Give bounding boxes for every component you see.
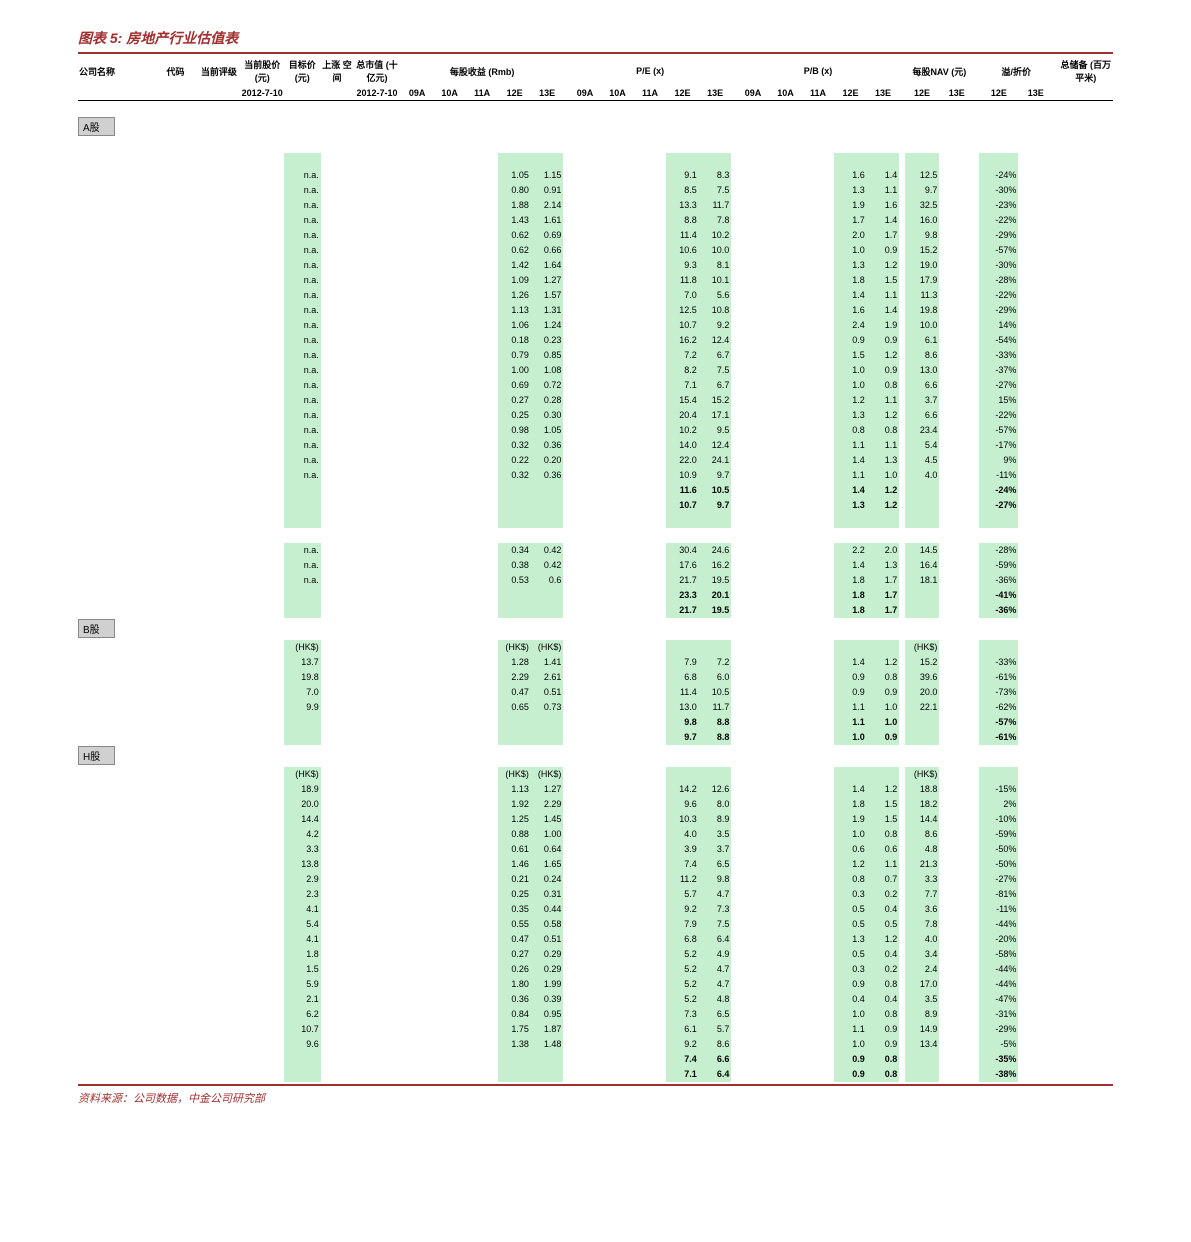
table-row: n.a.0.180.2316.212.40.90.96.1-54% <box>78 333 1113 348</box>
table-row: n.a.1.882.1413.311.71.91.632.5-23% <box>78 198 1113 213</box>
table-row: n.a.1.001.088.27.51.00.913.0-37% <box>78 363 1113 378</box>
hdr-landbank: 总储备 (百万平米) <box>1059 56 1113 86</box>
table-row: n.a.0.270.2815.415.21.21.13.715% <box>78 393 1113 408</box>
table-row: 18.91.131.2714.212.61.41.218.8-15% <box>78 782 1113 797</box>
hdr-rating: 当前评级 <box>197 56 240 86</box>
hks-header-row: (HK$)(HK$)(HK$)(HK$) <box>78 640 1113 655</box>
table-row: n.a.0.620.6610.610.01.00.915.2-57% <box>78 243 1113 258</box>
table-row: n.a.1.431.618.87.81.71.416.0-22% <box>78 213 1113 228</box>
table-row: 4.10.470.516.86.41.31.24.0-20% <box>78 932 1113 947</box>
table-row: n.a.0.690.727.16.71.00.86.6-27% <box>78 378 1113 393</box>
section-label: A股 <box>78 117 115 136</box>
table-row: n.a.1.261.577.05.61.41.111.3-22% <box>78 288 1113 303</box>
table-row: 9.61.381.489.28.61.00.913.4-5% <box>78 1037 1113 1052</box>
table-row: 6.20.840.957.36.51.00.88.9-31% <box>78 1007 1113 1022</box>
table-row: 1.80.270.295.24.90.50.43.4-58% <box>78 947 1113 962</box>
table-avg-row: 9.78.81.00.9-61% <box>78 730 1113 745</box>
table-row: n.a.0.800.918.57.51.31.19.7-30% <box>78 183 1113 198</box>
table-avg-row: 23.320.11.81.7-41% <box>78 588 1113 603</box>
table-avg-row: 10.79.71.31.2-27% <box>78 498 1113 513</box>
hdr-mcap-date: 2012-7-10 <box>353 86 401 101</box>
valuation-table: 公司名称 代码 当前评级 当前股价 (元) 目标价 (元) 上涨 空间 总市值 … <box>78 56 1113 1082</box>
table-row: n.a.0.320.3610.99.71.11.04.0-11% <box>78 468 1113 483</box>
table-row: 4.20.881.004.03.51.00.88.6-59% <box>78 827 1113 842</box>
hdr-mcap: 总市值 (十亿元) <box>353 56 401 86</box>
table-avg-row: 7.16.40.90.8-38% <box>78 1067 1113 1082</box>
table-row: n.a.0.250.3020.417.11.31.26.6-22% <box>78 408 1113 423</box>
table-row: 5.40.550.587.97.50.50.57.8-44% <box>78 917 1113 932</box>
hdr-prem: 溢/折价 <box>979 56 1053 86</box>
source-footer: 资料来源：公司数据，中金公司研究部 <box>78 1090 1113 1106</box>
table-row: 20.01.922.299.68.01.81.518.22% <box>78 797 1113 812</box>
table-row: n.a.0.620.6911.410.22.01.79.8-29% <box>78 228 1113 243</box>
table-row: n.a.0.320.3614.012.41.11.15.4-17% <box>78 438 1113 453</box>
hdr-pe: P/E (x) <box>569 56 732 86</box>
hdr-target: 目标价 (元) <box>284 56 321 86</box>
table-row: 13.81.461.657.46.51.21.121.3-50% <box>78 857 1113 872</box>
top-rule <box>78 52 1113 54</box>
table-avg-row: 7.46.60.90.8-35% <box>78 1052 1113 1067</box>
table-header: 公司名称 代码 当前评级 当前股价 (元) 目标价 (元) 上涨 空间 总市值 … <box>78 56 1113 101</box>
hdr-pb: P/B (x) <box>737 56 900 86</box>
table-row: 2.30.250.315.74.70.30.27.7-81% <box>78 887 1113 902</box>
table-row: n.a.0.790.857.26.71.51.28.6-33% <box>78 348 1113 363</box>
hdr-eps: 每股收益 (Rmb) <box>401 56 564 86</box>
table-row: 3.30.610.643.93.70.60.64.8-50% <box>78 842 1113 857</box>
table-avg-row: 11.610.51.41.2-24% <box>78 483 1113 498</box>
table-row: 19.82.292.616.86.00.90.839.6-61% <box>78 670 1113 685</box>
table-row: n.a.0.981.0510.29.50.80.823.4-57% <box>78 423 1113 438</box>
table-body: A股 n.a.1.051.159.18.31.61.412.5-24%n.a.0… <box>78 101 1113 1082</box>
bottom-rule <box>78 1084 1113 1086</box>
table-row: n.a.0.220.2022.024.11.41.34.59% <box>78 453 1113 468</box>
section-label: H股 <box>78 746 115 765</box>
hdr-code: 代码 <box>154 56 197 86</box>
chart-title: 图表 5: 房地产行业估值表 <box>78 28 1113 48</box>
table-row: n.a.1.061.2410.79.22.41.910.014% <box>78 318 1113 333</box>
hdr-price-date: 2012-7-10 <box>241 86 284 101</box>
table-row: 2.10.360.395.24.80.40.43.5-47% <box>78 992 1113 1007</box>
hdr-nav: 每股NAV (元) <box>905 56 974 86</box>
table-row: 7.00.470.5111.410.50.90.920.0-73% <box>78 685 1113 700</box>
table-row: n.a.1.421.649.38.11.31.219.0-30% <box>78 258 1113 273</box>
hdr-price: 当前股价 (元) <box>241 56 284 86</box>
table-row: n.a.0.530.621.719.51.81.718.1-36% <box>78 573 1113 588</box>
hdr-upside: 上涨 空间 <box>321 56 354 86</box>
table-row: 2.90.210.2411.29.80.80.73.3-27% <box>78 872 1113 887</box>
table-row: 14.41.251.4510.38.91.91.514.4-10% <box>78 812 1113 827</box>
table-row: n.a.0.380.4217.616.21.41.316.4-59% <box>78 558 1113 573</box>
table-avg-row: 21.719.51.81.7-36% <box>78 603 1113 618</box>
table-row: 10.71.751.876.15.71.10.914.9-29% <box>78 1022 1113 1037</box>
table-row: n.a.1.131.3112.510.81.61.419.8-29% <box>78 303 1113 318</box>
hdr-company: 公司名称 <box>78 56 154 86</box>
table-row: n.a.1.091.2711.810.11.81.517.9-28% <box>78 273 1113 288</box>
table-row: n.a.0.340.4230.424.62.22.014.5-28% <box>78 543 1113 558</box>
table-avg-row: 9.88.81.11.0-57% <box>78 715 1113 730</box>
table-row: n.a.1.051.159.18.31.61.412.5-24% <box>78 168 1113 183</box>
section-label: B股 <box>78 619 115 638</box>
table-row: 5.91.801.995.24.70.90.817.0-44% <box>78 977 1113 992</box>
table-row: 13.71.281.417.97.21.41.215.2-33% <box>78 655 1113 670</box>
table-row: 9.90.650.7313.011.71.11.022.1-62% <box>78 700 1113 715</box>
hks-header-row: (HK$)(HK$)(HK$)(HK$) <box>78 767 1113 782</box>
table-row: 1.50.260.295.24.70.30.22.4-44% <box>78 962 1113 977</box>
table-row: 4.10.350.449.27.30.50.43.6-11% <box>78 902 1113 917</box>
